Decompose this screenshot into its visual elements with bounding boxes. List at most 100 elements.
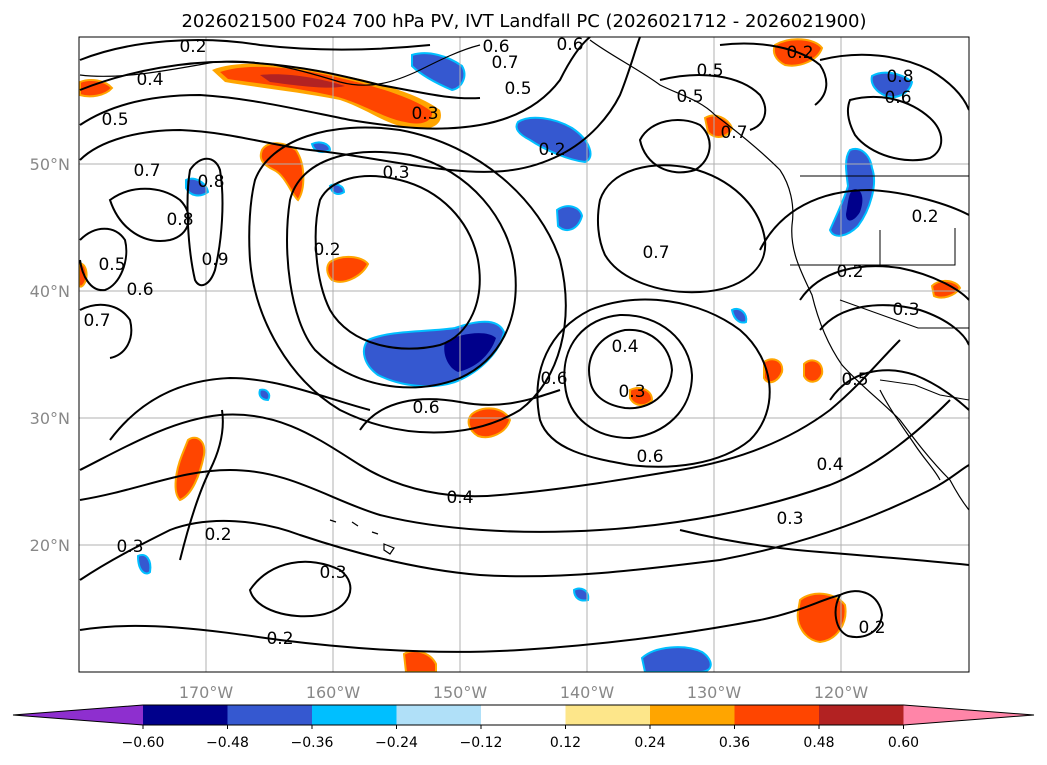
contour [179, 409, 224, 561]
colorbar-tick-label: −0.12 [460, 735, 503, 751]
baja-coast [879, 389, 941, 481]
contour-label: 0.3 [892, 300, 919, 320]
colorbar-tick-label: 0.24 [634, 735, 665, 751]
lat-label-20n: 20°N [30, 536, 70, 555]
contour [819, 53, 969, 111]
negative-area [310, 141, 332, 153]
graticule [79, 37, 969, 672]
contour [679, 529, 969, 566]
contour-label: 0.6 [126, 280, 153, 300]
contour-label: 0.4 [816, 455, 843, 475]
state-border [790, 228, 956, 266]
pv-contours [79, 37, 969, 653]
contour-label: 0.6 [884, 88, 911, 108]
colorbar-extend-max [903, 705, 1034, 725]
contour [719, 42, 828, 106]
contour-label: 0.8 [166, 210, 193, 230]
contour [596, 164, 767, 294]
contour [79, 37, 591, 130]
map-title: 2026021500 F024 700 hPa PV, IVT Landfall… [181, 11, 866, 32]
colorbar-tick-label: −0.48 [206, 735, 249, 751]
colorbar-segment [650, 705, 735, 725]
contour [79, 60, 481, 100]
positive-area [259, 142, 305, 202]
colorbar-tick-label: −0.24 [375, 735, 418, 751]
lon-label-130w: 130°W [687, 683, 742, 702]
contour [79, 303, 133, 359]
contour-label: 0.4 [136, 70, 163, 90]
alaska-coast [79, 44, 481, 86]
lon-label-160w: 160°W [306, 683, 361, 702]
lat-label-50n: 50°N [30, 155, 70, 174]
positive-area [803, 359, 824, 383]
contour-label: 0.7 [491, 53, 518, 73]
contour-label: 0.2 [786, 43, 813, 63]
contour [588, 328, 674, 410]
contour-label: 0.9 [201, 250, 228, 270]
contour-label: 0.2 [204, 525, 231, 545]
colorbar-tick-label: 0.60 [888, 735, 919, 751]
negative-area-core [846, 189, 863, 221]
contour-label: 0.2 [911, 207, 938, 227]
negative-area [258, 388, 271, 402]
colorbar-tick-label: 0.36 [719, 735, 750, 751]
contour [819, 304, 969, 346]
colorbar: −0.60 −0.48 −0.36 −0.24 −0.12 0.12 0.24 0.36 0.4… [12, 704, 1035, 751]
positive-area [629, 387, 654, 406]
contour [79, 594, 841, 653]
contour [108, 187, 190, 242]
negative-area [185, 177, 210, 197]
contour [186, 157, 224, 287]
negative-area [572, 587, 590, 602]
contour-label: 0.3 [411, 104, 438, 124]
lat-label-40n: 40°N [30, 282, 70, 301]
contour-label: 0.5 [696, 61, 723, 81]
positive-area [326, 256, 370, 283]
colorbar-tick-label: 0.12 [550, 735, 581, 751]
contour-label: 0.5 [504, 79, 531, 99]
colorbar-segment [227, 705, 313, 725]
contour-label: 0.8 [886, 67, 913, 87]
colorbar-tick-label: −0.60 [122, 735, 165, 751]
contour [79, 464, 969, 581]
hawaii-islands [329, 519, 395, 555]
contour-label: 0.5 [98, 255, 125, 275]
colorbar-tick-label: 0.48 [803, 735, 834, 751]
contour-label: 0.2 [266, 629, 293, 649]
map-frame [78, 36, 970, 673]
negative-area [555, 205, 584, 232]
contour [846, 95, 943, 162]
negative-area-core [444, 333, 496, 372]
contour [109, 376, 371, 441]
colorbar-segment [819, 705, 904, 725]
contour [79, 37, 641, 173]
negative-area [640, 646, 712, 672]
latitude-labels: 50°N 40°N 30°N 20°N [30, 155, 70, 555]
contour [286, 151, 517, 389]
positive-area [467, 407, 512, 439]
contour-label: 0.6 [636, 447, 663, 467]
colorbar-segment [565, 705, 651, 725]
contour [638, 119, 711, 174]
colorbar-tick-label: −0.36 [291, 735, 334, 751]
contour-label: 0.2 [538, 140, 565, 160]
contour-label: 0.6 [482, 37, 509, 57]
contour [759, 188, 969, 251]
contour-label: 0.5 [841, 370, 868, 390]
contour-label: 0.2 [313, 240, 340, 260]
contour-label: 0.3 [116, 537, 143, 557]
north-america-coast [589, 39, 969, 511]
contour-label: 0.2 [858, 618, 885, 638]
contour [536, 298, 771, 468]
contour [359, 389, 561, 431]
contour-label: 0.4 [446, 488, 473, 508]
lat-label-30n: 30°N [30, 409, 70, 428]
colorbar-segment [396, 705, 482, 725]
contour-label: 0.2 [179, 37, 206, 57]
contour [248, 126, 567, 434]
contour-label: 0.8 [197, 172, 224, 192]
colorbar-segment [312, 705, 397, 725]
positive-area [79, 262, 88, 288]
positive-area [79, 79, 114, 98]
contour [799, 265, 969, 301]
